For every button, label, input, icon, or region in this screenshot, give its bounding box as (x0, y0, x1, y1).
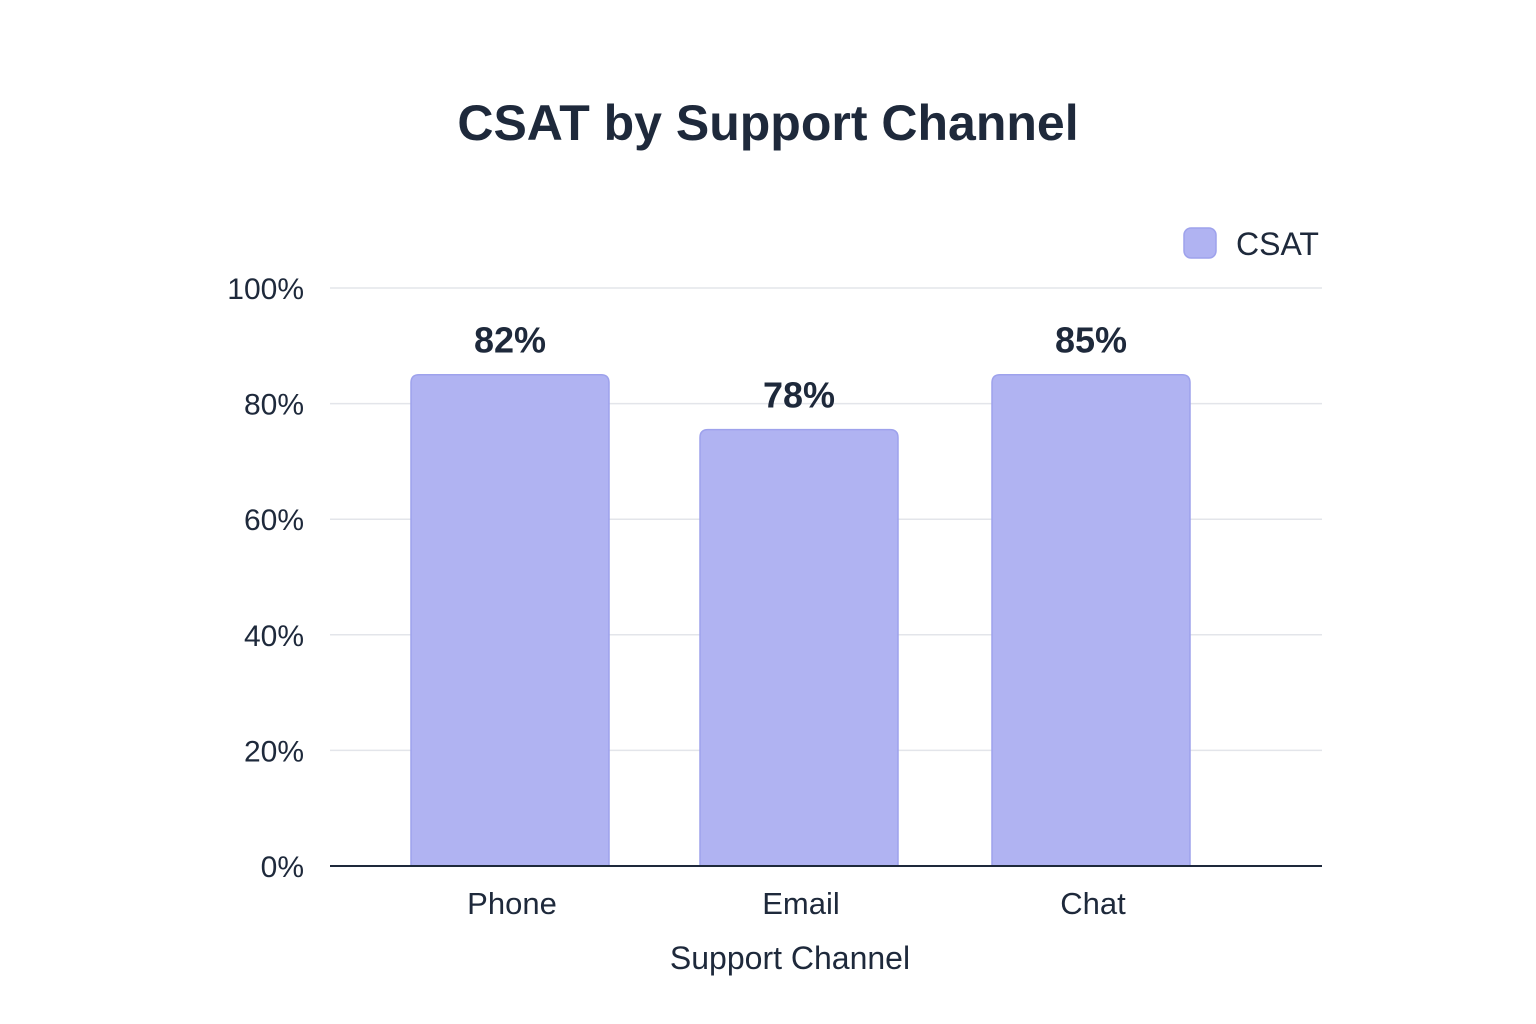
x-tick-label-email: Email (762, 886, 840, 921)
data-label-chat: 85% (1055, 320, 1127, 361)
data-label-email: 78% (763, 375, 835, 416)
bar-phone (410, 373, 610, 867)
chart-title: CSAT by Support Channel (457, 95, 1078, 151)
legend: CSAT (1183, 226, 1319, 262)
x-axis-ticks: Phone Email Chat (467, 886, 1126, 921)
bars (410, 373, 1191, 867)
y-tick-label: 100% (227, 273, 304, 306)
y-tick-label: 0% (261, 851, 304, 884)
y-axis-ticks: 0% 20% 40% 60% 80% 100% (227, 273, 304, 884)
x-axis-title: Support Channel (670, 940, 910, 976)
bar-chat (991, 373, 1191, 867)
y-tick-label: 40% (244, 620, 304, 653)
data-labels: 82% 78% 85% (474, 320, 1127, 416)
legend-swatch (1183, 227, 1217, 259)
y-tick-label: 60% (244, 504, 304, 537)
x-tick-label-chat: Chat (1060, 886, 1126, 921)
x-tick-label-phone: Phone (467, 886, 557, 921)
y-tick-label: 80% (244, 389, 304, 422)
legend-label: CSAT (1236, 226, 1319, 262)
bar-email (699, 428, 899, 867)
data-label-phone: 82% (474, 320, 546, 361)
y-tick-label: 20% (244, 735, 304, 768)
